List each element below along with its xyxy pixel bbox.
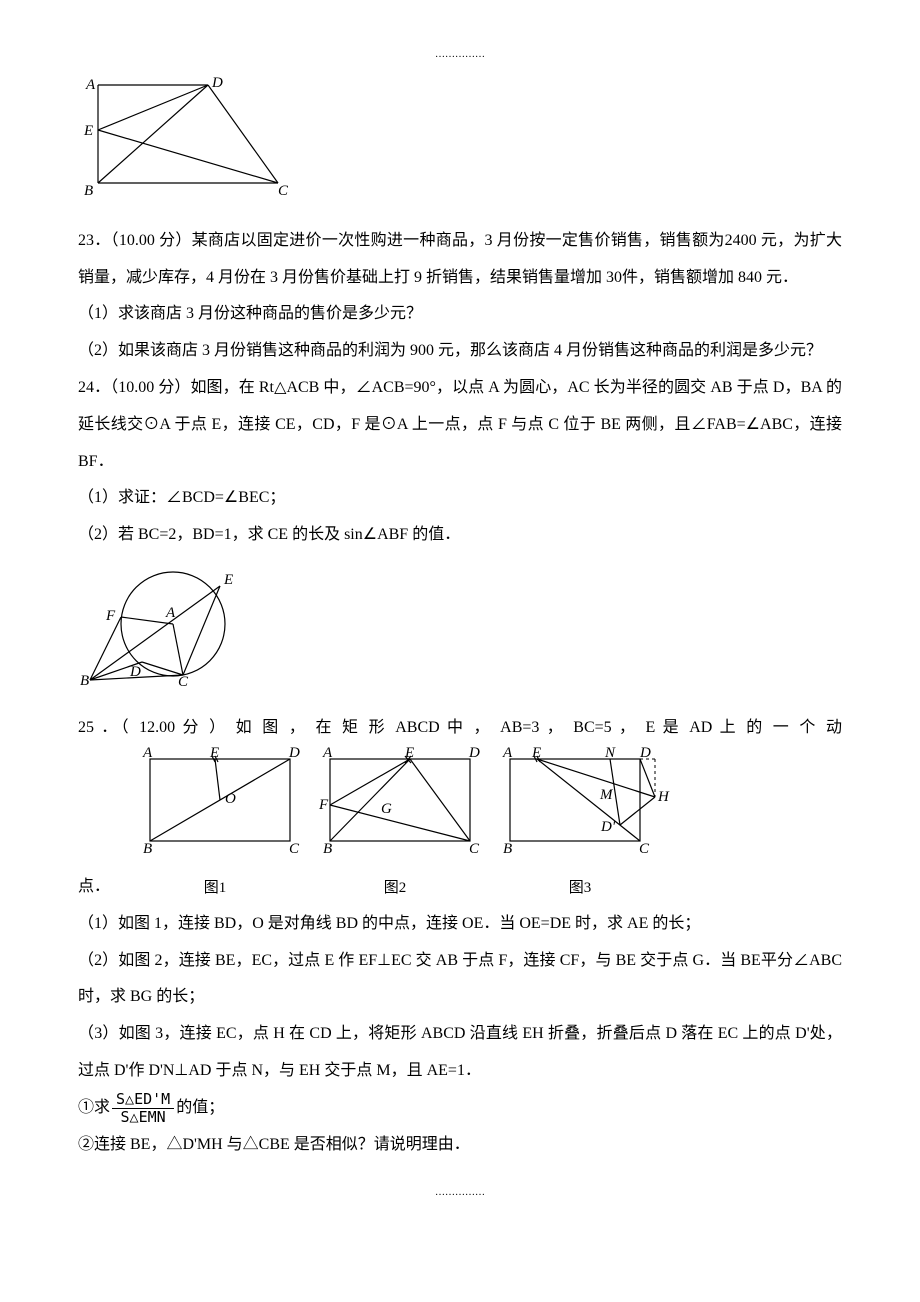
- footer-dots: ……………: [78, 1188, 842, 1198]
- q24-title: 24．（10.00 分）如图，在 Rt△ACB 中，∠ACB=90°，以点 A …: [78, 370, 842, 480]
- svg-text:B: B: [323, 841, 332, 855]
- svg-text:M: M: [599, 787, 614, 803]
- svg-text:E: E: [404, 747, 414, 761]
- svg-text:E: E: [209, 747, 219, 761]
- q25-p2: （2）如图 2，连接 BE，EC，过点 E 作 EF⊥EC 交 AB 于点 F，…: [78, 943, 842, 1017]
- frac-num: S△ED'M: [112, 1091, 174, 1109]
- q23-title: 23．（10.00 分）某商店以固定进价一次性购进一种商品，3 月份按一定售价销…: [78, 223, 842, 297]
- q25-p4: ①求 S△ED'M S△EMN 的值；: [78, 1090, 842, 1127]
- svg-text:H: H: [657, 789, 670, 805]
- q25-fig3-caption: 图3: [485, 871, 675, 906]
- svg-text:C: C: [278, 183, 288, 199]
- svg-text:F: F: [105, 608, 116, 624]
- q25-fig1-caption: 图1: [125, 871, 305, 906]
- svg-text:C: C: [178, 674, 189, 687]
- q24-p1: （1）求证：∠BCD=∠BEC；: [78, 480, 842, 517]
- svg-text:E: E: [223, 572, 233, 588]
- svg-text:C: C: [639, 841, 650, 855]
- svg-text:A: A: [142, 747, 153, 761]
- svg-text:E: E: [531, 747, 541, 761]
- q25-fig2-caption: 图2: [305, 871, 485, 906]
- q24-p2: （2）若 BC=2，BD=1，求 CE 的长及 sin∠ABF 的值．: [78, 517, 842, 554]
- q25-p1: （1）如图 1，连接 BD，O 是对角线 BD 的中点，连接 OE．当 OE=D…: [78, 906, 842, 943]
- q25-fig3: A E N D M H D' B C 图3: [485, 747, 675, 906]
- header-dots: ……………: [78, 50, 842, 60]
- svg-text:D: D: [211, 75, 223, 91]
- q25-fig1: A E D B C O 图1: [125, 747, 305, 906]
- svg-text:N: N: [604, 747, 616, 761]
- q25-fraction: S△ED'M S△EMN: [112, 1091, 174, 1125]
- frac-den: S△EMN: [112, 1109, 174, 1126]
- q25-title: 25 ．（ 12.00 分 ） 如 图 ， 在 矩 形 ABCD 中 ， AB=…: [78, 710, 842, 747]
- q25-p3: （3）如图 3，连接 EC，点 H 在 CD 上，将矩形 ABCD 沿直线 EH…: [78, 1016, 842, 1090]
- q25-p5: ②连接 BE，△D'MH 与△CBE 是否相似？请说明理由．: [78, 1127, 842, 1164]
- svg-text:B: B: [503, 841, 512, 855]
- q25-p4b: 的值；: [176, 1099, 224, 1116]
- svg-text:D: D: [639, 747, 651, 761]
- svg-text:A: A: [85, 77, 96, 93]
- q23-p2: （2）如果该商店 3 月份销售这种商品的利润为 900 元，那么该商店 4 月份…: [78, 333, 842, 370]
- svg-text:B: B: [143, 841, 152, 855]
- svg-text:D: D: [129, 664, 141, 680]
- svg-text:A: A: [322, 747, 333, 761]
- q24-diagram: A E F D B C: [78, 562, 842, 702]
- svg-text:B: B: [84, 183, 93, 199]
- svg-text:O: O: [225, 791, 236, 807]
- q25-p4a: ①求: [78, 1099, 110, 1116]
- q25-fig-row: 点． A E D B C O 图1: [78, 747, 842, 906]
- svg-text:A: A: [502, 747, 513, 761]
- svg-text:E: E: [83, 123, 93, 139]
- svg-text:D: D: [288, 747, 300, 761]
- svg-text:B: B: [80, 673, 89, 687]
- q22-diagram: A D E B C: [78, 75, 842, 215]
- svg-text:F: F: [318, 797, 329, 813]
- svg-text:C: C: [289, 841, 300, 855]
- svg-text:D: D: [468, 747, 480, 761]
- svg-text:C: C: [469, 841, 480, 855]
- svg-text:A: A: [165, 605, 176, 621]
- q23-p1: （1）求该商店 3 月份这种商品的售价是多少元？: [78, 296, 842, 333]
- q25-point-suffix: 点．: [78, 869, 110, 906]
- svg-text:G: G: [381, 801, 392, 817]
- svg-text:D': D': [600, 819, 616, 835]
- q25-fig2: A E D F G B C 图2: [305, 747, 485, 906]
